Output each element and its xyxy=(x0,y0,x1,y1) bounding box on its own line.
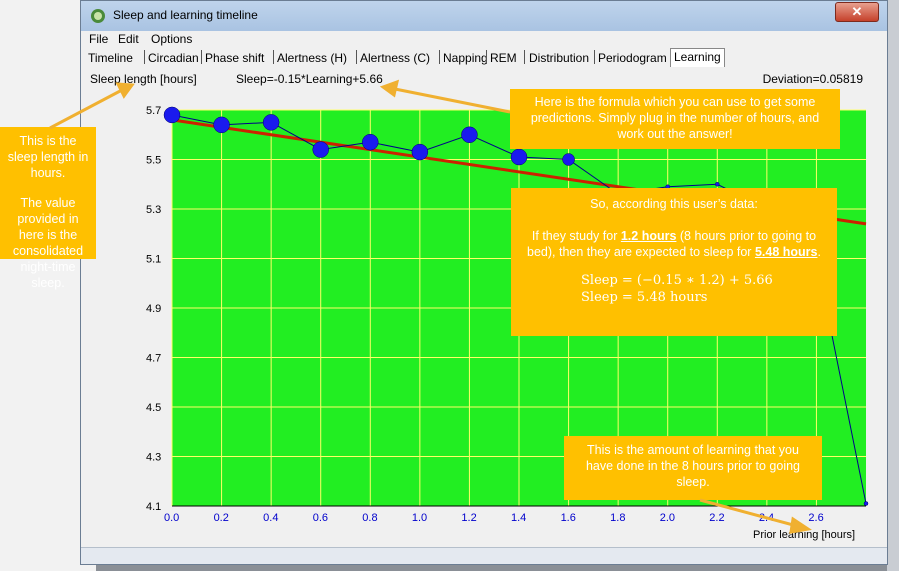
callout-sleep-length: This is the sleep length in hours. The v… xyxy=(0,127,96,290)
tab-alertness-c[interactable]: Alertness (C) xyxy=(360,51,431,65)
tab-distribution[interactable]: Distribution xyxy=(529,51,590,65)
data-point xyxy=(411,143,429,161)
equation-line-2: Sleep = 5.48 hours xyxy=(581,290,708,305)
tab-timeline[interactable]: Timeline xyxy=(88,51,133,65)
x-tick-label: 1.8 xyxy=(610,512,625,524)
data-point xyxy=(312,141,329,158)
x-tick-label: 1.0 xyxy=(412,512,427,524)
info-bar: Sleep length [hours] Sleep=-0.15*Learnin… xyxy=(81,67,887,91)
x-tick-label: 0.2 xyxy=(214,512,229,524)
x-tick-label: 0.6 xyxy=(313,512,328,524)
prediction-mid: (8 hours prior to going to bed), then th… xyxy=(527,229,817,259)
x-tick-label: 1.4 xyxy=(511,512,526,524)
callout-formula-note: Here is the formula which you can use to… xyxy=(510,89,840,149)
x-tick-label: 0.8 xyxy=(362,512,377,524)
y-tick-label: 5.1 xyxy=(146,254,161,266)
menu-bar: File Edit Options xyxy=(81,31,887,47)
status-bar xyxy=(81,547,887,564)
close-button[interactable]: ✕ xyxy=(835,2,879,22)
data-point xyxy=(362,133,379,151)
tab-divider xyxy=(273,50,274,64)
tab-phase-shift[interactable]: Phase shift xyxy=(205,51,265,65)
menu-options[interactable]: Options xyxy=(151,32,193,46)
x-tick-label: 0.0 xyxy=(164,512,179,524)
y-tick-label: 4.3 xyxy=(146,452,161,464)
x-tick-label: 1.2 xyxy=(461,512,476,524)
x-tick-label: 2.4 xyxy=(759,512,774,524)
close-icon: ✕ xyxy=(851,4,863,19)
tab-bar: Timeline Circadian Phase shift Alertness… xyxy=(81,47,887,68)
regression-formula: Sleep=-0.15*Learning+5.66 xyxy=(236,72,383,86)
title-bar[interactable]: Sleep and learning timeline ✕ xyxy=(81,1,887,32)
prediction-text: If they study for 1.2 hours (8 hours pri… xyxy=(521,228,827,260)
window-title: Sleep and learning timeline xyxy=(113,8,258,22)
tab-learning[interactable]: Learning xyxy=(670,48,725,67)
equation-line-1: Sleep = (−0.15 ∗ 1.2) + 5.66 xyxy=(581,273,773,288)
tab-napping[interactable]: Napping xyxy=(443,51,488,65)
tab-divider xyxy=(356,50,357,64)
x-tick-label: 1.6 xyxy=(561,512,576,524)
data-point xyxy=(213,116,230,134)
tab-divider xyxy=(144,50,145,64)
data-point xyxy=(562,153,575,166)
prediction-sleep: 5.48 hours xyxy=(754,245,818,259)
data-point xyxy=(163,106,181,124)
y-tick-label: 5.3 xyxy=(146,204,161,216)
tab-alertness-h[interactable]: Alertness (H) xyxy=(277,51,348,65)
tab-divider xyxy=(439,50,440,64)
background-right xyxy=(887,0,899,571)
y-tick-label: 5.5 xyxy=(146,155,161,167)
data-point xyxy=(863,501,869,506)
callout-learning: This is the amount of learning that you … xyxy=(564,436,822,500)
prediction-hours: 1.2 hours xyxy=(620,229,677,243)
tab-divider xyxy=(201,50,202,64)
menu-edit[interactable]: Edit xyxy=(118,32,139,46)
y-tick-label: 5.7 xyxy=(146,105,161,117)
tab-divider xyxy=(524,50,525,64)
data-point xyxy=(715,182,720,187)
callout-sleep-length-line2: The value provided in here is the consol… xyxy=(12,196,84,290)
prediction-end: . xyxy=(817,245,821,259)
prediction-title: So, according this user’s data: xyxy=(590,197,758,211)
x-tick-label: 2.0 xyxy=(660,512,675,524)
x-tick-label: 0.4 xyxy=(263,512,278,524)
data-point xyxy=(510,148,528,166)
x-tick-label: 2.6 xyxy=(808,512,823,524)
callout-sleep-length-line1: This is the sleep length in hours. xyxy=(7,134,89,180)
menu-file[interactable]: File xyxy=(89,32,109,46)
x-axis-label: Prior learning [hours] xyxy=(753,529,855,541)
y-tick-label: 4.5 xyxy=(146,402,161,414)
y-tick-label: 4.9 xyxy=(146,303,161,315)
tab-divider xyxy=(594,50,595,64)
tab-divider xyxy=(486,50,487,64)
tab-periodogram[interactable]: Periodogram xyxy=(598,51,667,65)
callout-prediction: So, according this user’s data: If they … xyxy=(511,188,837,336)
y-tick-label: 4.7 xyxy=(146,353,161,365)
prediction-pre: If they study for xyxy=(531,229,621,243)
app-icon xyxy=(91,9,105,23)
data-point xyxy=(461,126,478,143)
tab-rem[interactable]: REM xyxy=(490,51,517,65)
x-tick-label: 2.2 xyxy=(709,512,724,524)
y-tick-label: 4.1 xyxy=(146,501,161,513)
data-point xyxy=(262,114,280,131)
tab-circadian[interactable]: Circadian xyxy=(148,51,199,65)
deviation-value: Deviation=0.05819 xyxy=(762,72,863,86)
